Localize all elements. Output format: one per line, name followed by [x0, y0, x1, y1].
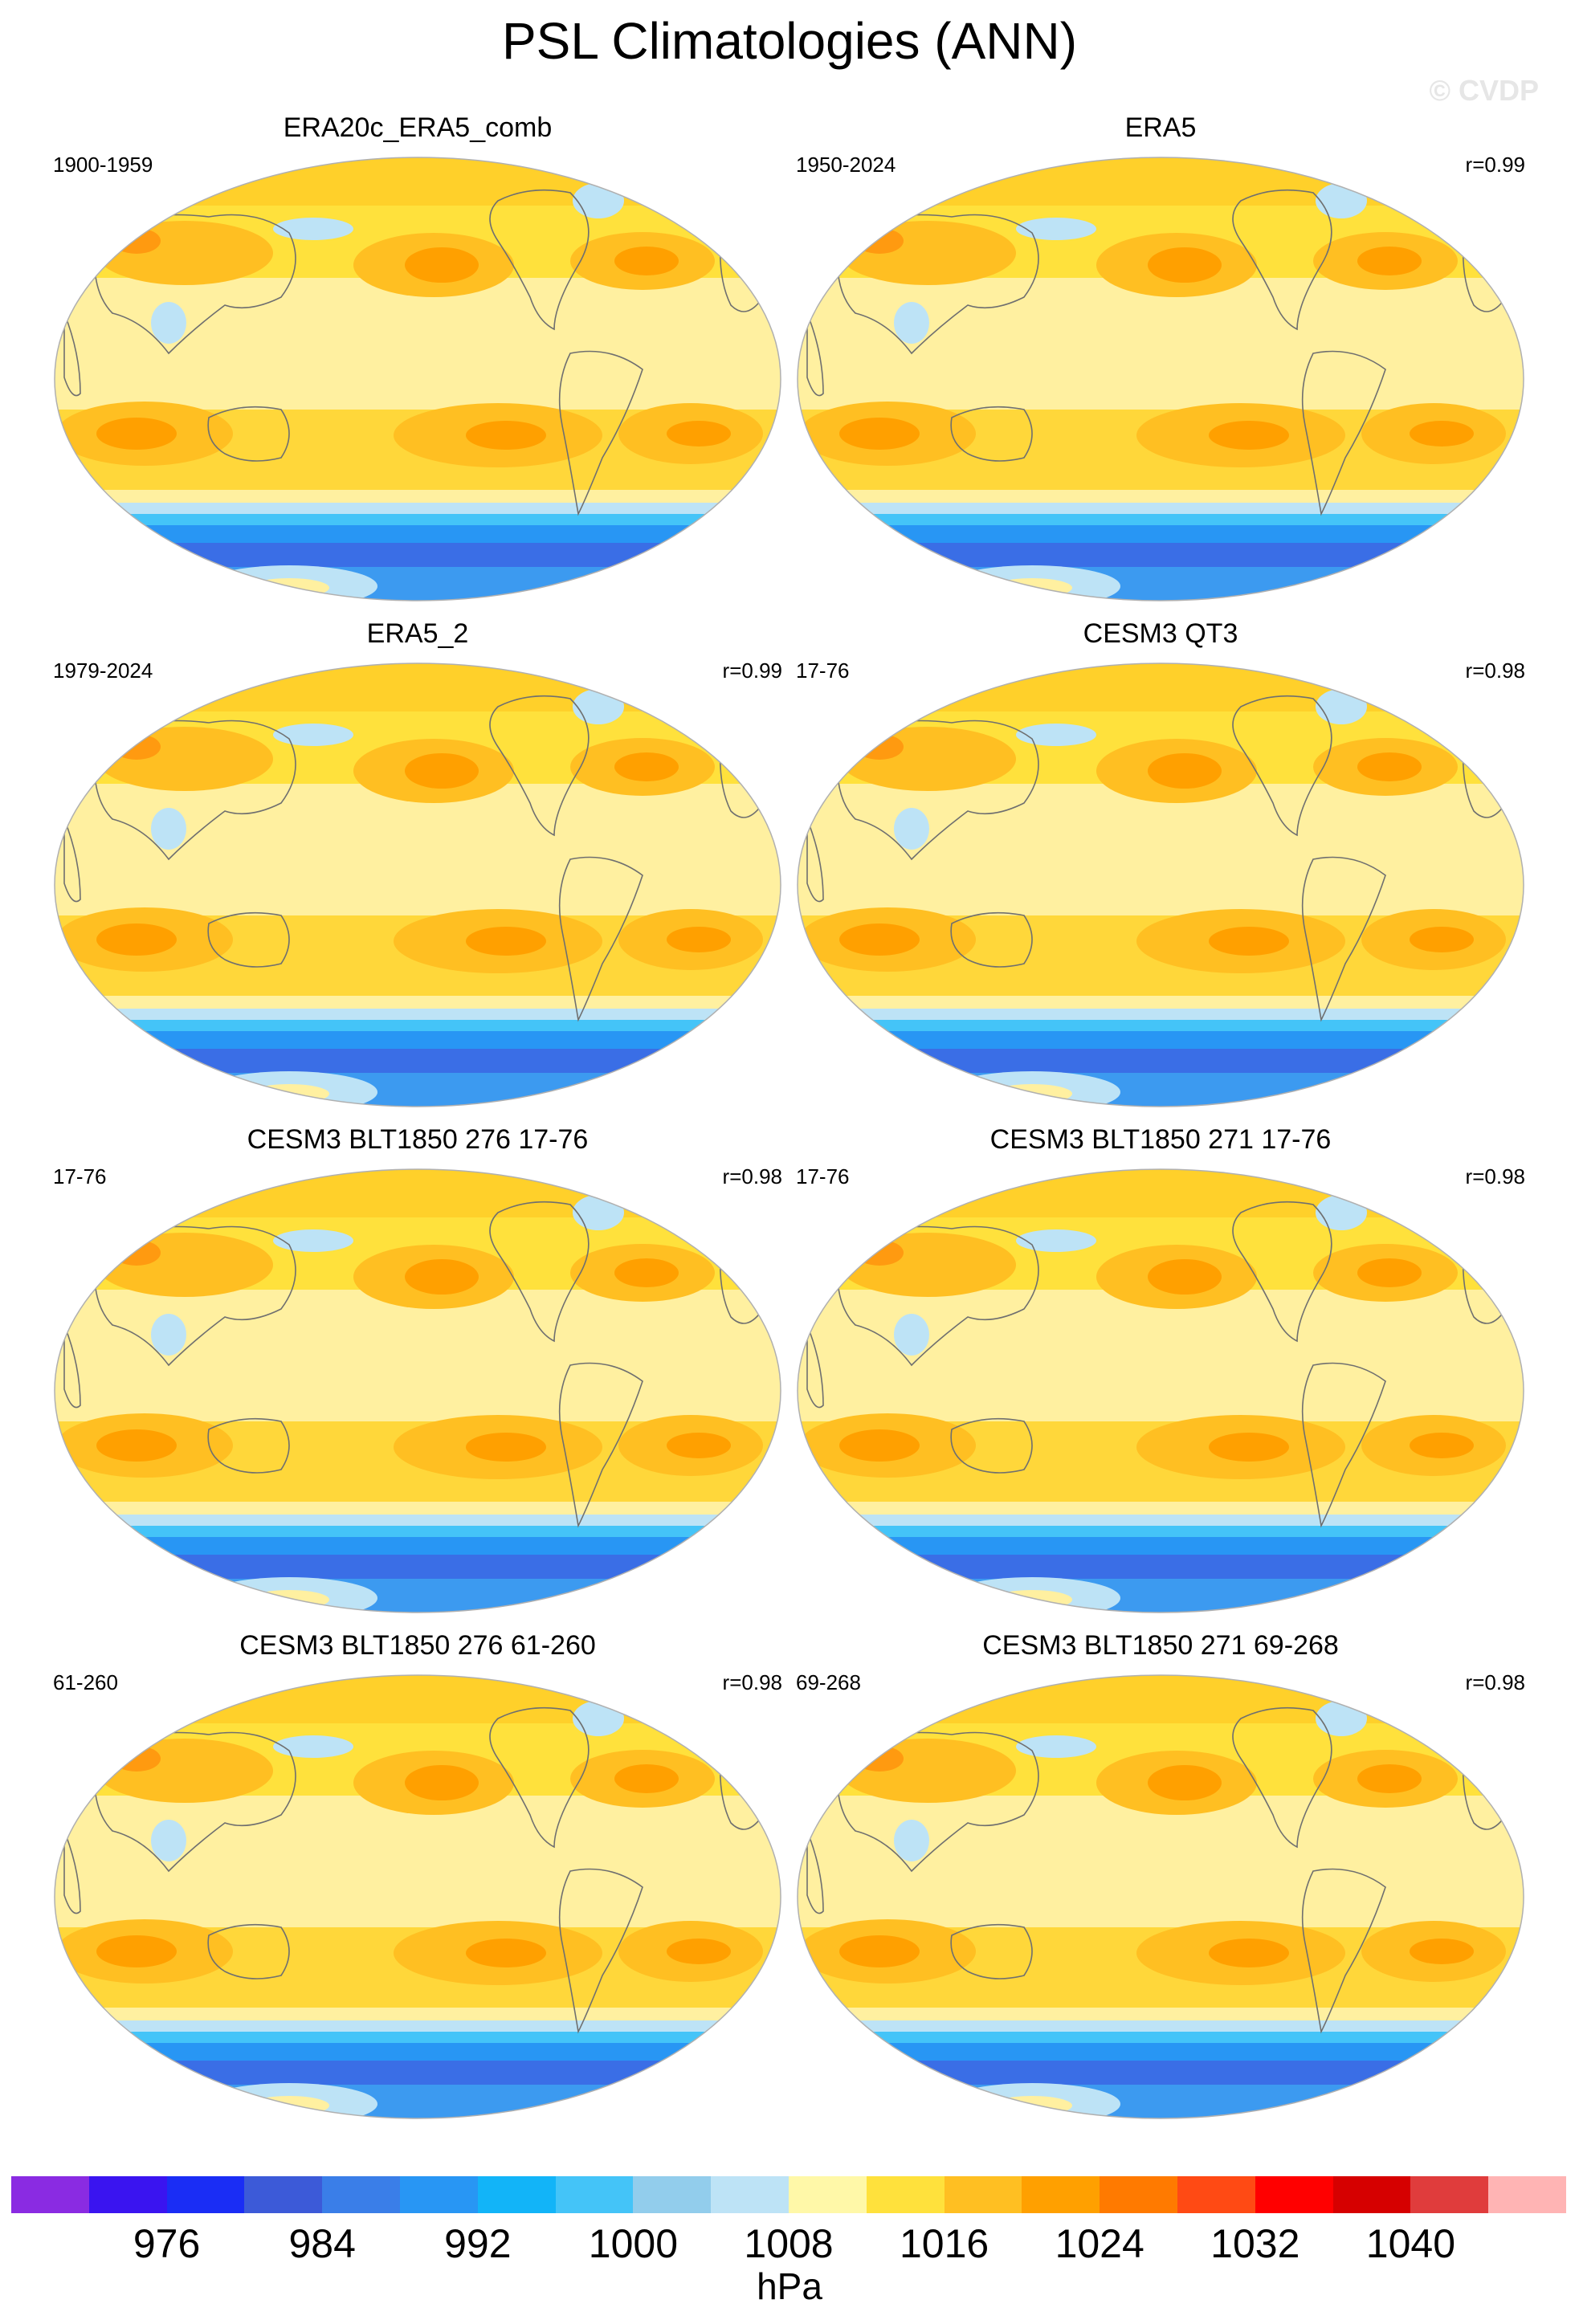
- panel-title: CESM3 BLT1850 276 61-260: [239, 1630, 596, 1661]
- colorbar-segment: [789, 2176, 867, 2213]
- panel-correlation: r=0.99: [722, 658, 782, 683]
- colorbar-tick-label: 992: [444, 2221, 512, 2266]
- colorbar-segment: [866, 2176, 945, 2213]
- panel-title: ERA20c_ERA5_comb: [283, 112, 553, 143]
- colorbar-segment: [11, 2176, 90, 2213]
- colorbar: [11, 2176, 1567, 2213]
- watermark: © CVDP: [1429, 74, 1539, 107]
- panel-period: 17-76: [796, 1164, 850, 1189]
- colorbar-segment: [633, 2176, 712, 2213]
- colorbar-segment: [944, 2176, 1022, 2213]
- colorbar-segment: [166, 2176, 245, 2213]
- colorbar-segment: [1100, 2176, 1178, 2213]
- panel-period: 1950-2024: [796, 153, 896, 177]
- panel-title: CESM3 BLT1850 271 17-76: [989, 1124, 1332, 1155]
- map-panel: CESM3 BLT1850 276 61-260 61-260 r=0.98: [48, 1630, 787, 2120]
- panel-period: 61-260: [53, 1670, 118, 1694]
- panel-correlation: r=0.98: [1465, 1670, 1525, 1694]
- colorbar-segment: [1255, 2176, 1334, 2213]
- map-panel: CESM3 QT3 17-76 r=0.98: [791, 618, 1530, 1108]
- panel-period: 17-76: [796, 658, 850, 683]
- panel-correlation: r=0.98: [722, 1670, 782, 1694]
- panel-correlation: r=0.98: [1465, 1164, 1525, 1189]
- colorbar-tick-label: 1040: [1365, 2221, 1456, 2266]
- colorbar-tick-label: 1000: [588, 2221, 679, 2266]
- colorbar-tick-label: 976: [133, 2221, 201, 2266]
- panel-correlation: r=0.99: [1465, 153, 1525, 177]
- colorbar-segment: [477, 2176, 557, 2213]
- colorbar-segment: [555, 2176, 634, 2213]
- panel-period: 1979-2024: [53, 658, 153, 683]
- colorbar-segment: [400, 2176, 479, 2213]
- panel-title: ERA5_2: [366, 618, 469, 649]
- colorbar-tick-label: 1016: [899, 2221, 989, 2266]
- colorbar-segment: [1022, 2176, 1100, 2213]
- figure-title: PSL Climatologies (ANN): [501, 12, 1078, 70]
- colorbar-segment: [1488, 2176, 1567, 2213]
- map-panel: ERA20c_ERA5_comb 1900-1959: [48, 112, 787, 602]
- map-panel: ERA5 1950-2024 r=0.99: [791, 112, 1530, 602]
- map-panel: CESM3 BLT1850 271 69-268 69-268 r=0.98: [791, 1630, 1530, 2120]
- map-panel: CESM3 BLT1850 276 17-76 17-76 r=0.98: [48, 1124, 787, 1614]
- colorbar-segment: [1410, 2176, 1489, 2213]
- colorbar-tick-label: 984: [288, 2221, 356, 2266]
- colorbar-segment: [322, 2176, 401, 2213]
- colorbar-segment: [1332, 2176, 1411, 2213]
- colorbar-unit: hPa: [757, 2265, 822, 2307]
- panel-period: 69-268: [796, 1670, 861, 1694]
- panel-title: CESM3 BLT1850 276 17-76: [247, 1124, 589, 1155]
- map-panel: CESM3 BLT1850 271 17-76 17-76 r=0.98: [791, 1124, 1530, 1614]
- panel-correlation: r=0.98: [722, 1164, 782, 1189]
- map-panel: ERA5_2 1979-2024 r=0.99: [48, 618, 787, 1108]
- colorbar-segment: [244, 2176, 323, 2213]
- panel-correlation: r=0.98: [1465, 658, 1525, 683]
- panel-title: CESM3 QT3: [1083, 618, 1238, 649]
- colorbar-segment: [711, 2176, 790, 2213]
- colorbar-tick-label: 1032: [1210, 2221, 1300, 2266]
- colorbar-tick-label: 1008: [744, 2221, 834, 2266]
- colorbar-segment: [88, 2176, 168, 2213]
- colorbar-segment: [1177, 2176, 1256, 2213]
- panel-title: ERA5: [1124, 112, 1197, 143]
- panel-period: 17-76: [53, 1164, 107, 1189]
- colorbar-tick-label: 1024: [1055, 2221, 1144, 2266]
- panel-title: CESM3 BLT1850 271 69-268: [982, 1630, 1339, 1661]
- panel-period: 1900-1959: [53, 153, 153, 177]
